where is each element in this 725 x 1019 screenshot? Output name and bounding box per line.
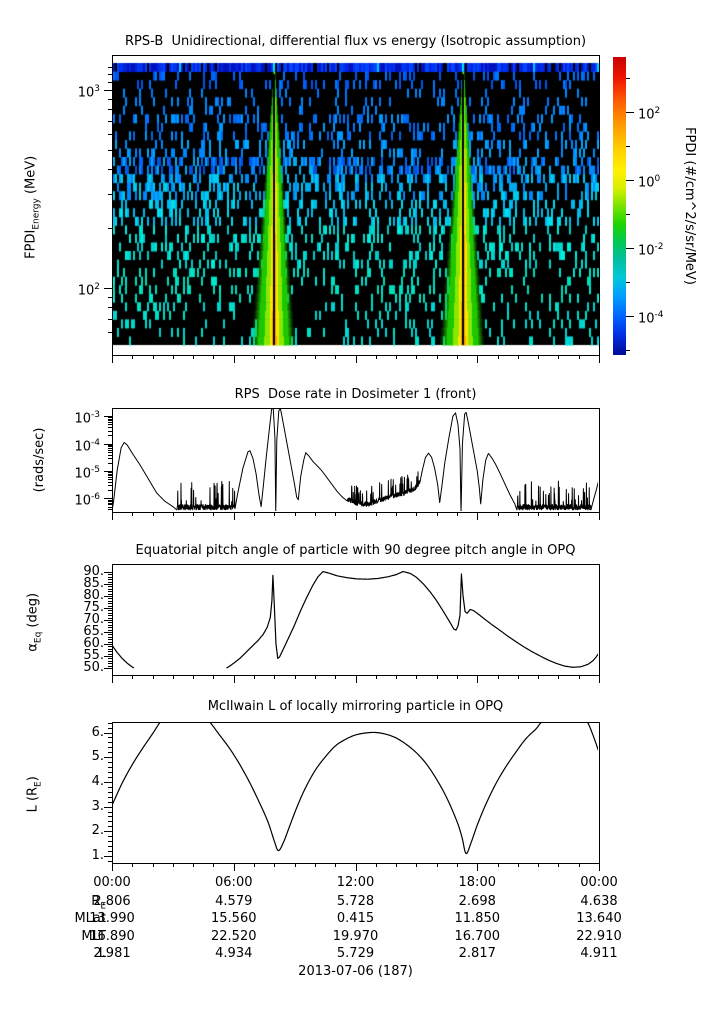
dose-y-axis-label: (rads/sec) [32, 427, 47, 493]
dose-rate-curve [113, 409, 598, 511]
ephemeris-value: 2.698 [458, 894, 496, 909]
alpha-y-tick-label: 85. [83, 576, 104, 591]
ephemeris-value: 13.990 [89, 911, 135, 926]
time-tick-label: 00:00 [93, 875, 131, 890]
data-curves [113, 409, 598, 855]
colorbar-tick-label: 10-4 [638, 310, 664, 327]
colorbar-tick-label: 100 [638, 174, 661, 191]
alpha-y-axis-label: αEq (deg) [25, 592, 44, 652]
alpha-y-tick-label: 65. [83, 624, 104, 639]
dose-y-tick-label: 10-5 [74, 465, 100, 482]
ephemeris-value: 16.700 [454, 929, 501, 944]
time-tick-label: 18:00 [458, 875, 496, 890]
alpha-y-tick-label: 60. [83, 636, 104, 651]
dose-y-tick-label: 10-6 [74, 492, 100, 509]
ephemeris-value: 4.934 [215, 946, 253, 961]
ephemeris-value: 13.640 [576, 911, 622, 926]
ephemeris-value: 4.579 [215, 894, 253, 909]
dose-y-tick-label: 10-4 [74, 437, 100, 454]
ephemeris-value: 19.970 [332, 929, 379, 944]
time-tick-label: 12:00 [336, 875, 375, 890]
colorbar-tick-label: 10-2 [638, 242, 664, 259]
dose-y-tick-label: 10-3 [74, 410, 100, 427]
l-y-tick-label: 1. [91, 848, 104, 863]
alpha-y-tick-label: 90. [83, 564, 104, 579]
dose-panel-title: RPS Dose rate in Dosimeter 1 (front) [234, 387, 477, 402]
mcilwain-l-curve [113, 723, 598, 855]
ephemeris-row-label: MLat [74, 911, 106, 926]
ephemeris-value: 2.806 [93, 894, 131, 909]
l-y-tick-label: 6. [91, 724, 104, 740]
alpha-y-tick-label: 55. [83, 648, 104, 663]
ephemeris-value: 4.638 [580, 894, 618, 909]
l-y-tick-label: 5. [91, 749, 104, 765]
date-label: 2013-07-06 (187) [298, 964, 413, 979]
time-tick-label: 06:00 [215, 875, 253, 890]
ephemeris-value: 2.981 [93, 946, 131, 961]
ephemeris-row-label: RE [91, 894, 106, 912]
alpha-y-tick-label: 70. [83, 612, 104, 627]
l-panel-title: McIlwain L of locally mirroring particle… [207, 699, 504, 714]
pitch-angle-curve [113, 570, 598, 669]
ephemeris-value: 0.415 [336, 911, 375, 926]
alpha-y-tick-label: 80. [83, 588, 104, 603]
ephemeris-value: 22.520 [211, 929, 257, 944]
time-tick-label: 00:00 [580, 875, 618, 890]
panel-frames [112, 55, 600, 864]
flux-spectrogram-heatmap [113, 56, 599, 355]
ephemeris-value: 16.890 [89, 929, 135, 944]
flux-y-tick-label: 102 [77, 282, 100, 299]
alpha-panel-title: Equatorial pitch angle of particle with … [135, 543, 576, 558]
ephemeris-value: 2.817 [458, 946, 496, 961]
flux-panel-title: RPS-B Unidirectional, differential flux … [124, 34, 587, 49]
l-y-tick-label: 2. [91, 823, 104, 839]
ephemeris-value: 4.911 [580, 946, 618, 961]
ephemeris-row-label: MLT [81, 929, 106, 944]
ephemeris-value: 15.560 [211, 911, 257, 926]
colorbar [613, 57, 626, 355]
alpha-y-tick-label: 50. [83, 660, 104, 675]
l-y-tick-label: 4. [91, 773, 104, 789]
flux-y-tick-label: 103 [77, 84, 100, 101]
l-y-tick-label: 3. [91, 798, 104, 814]
colorbar-tick-label: 102 [638, 106, 661, 123]
ephemeris-row-label: L [98, 946, 106, 961]
ephemeris-value: 5.728 [336, 894, 375, 909]
alpha-y-tick-label: 75. [83, 600, 104, 615]
ephemeris-value: 22.910 [576, 929, 622, 944]
ephemeris-value: 11.850 [454, 911, 501, 926]
l-y-axis-label: L (RE) [25, 776, 44, 813]
ephemeris-value: 5.729 [336, 946, 375, 961]
axis-ticks [104, 67, 634, 871]
